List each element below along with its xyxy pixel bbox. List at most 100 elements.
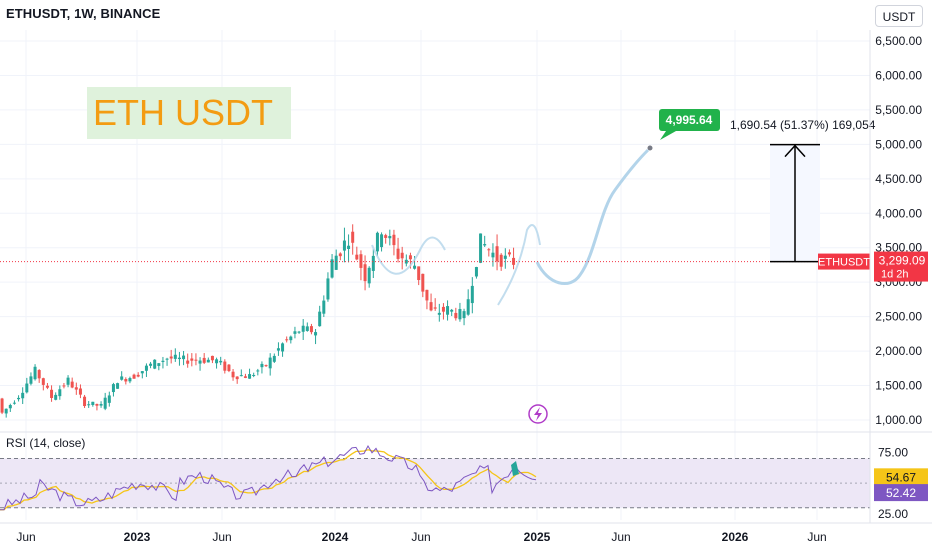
candle-body [491,252,495,258]
projection-path [535,148,650,285]
candle-body [446,306,450,315]
candle-body [408,255,412,260]
candle-body [256,370,260,372]
currency-button[interactable]: USDT [875,5,923,27]
candle-body [495,246,499,262]
candle-body [41,378,45,385]
projection-endpoint [647,145,653,151]
price-tag-value: 3,299.09 [879,254,926,268]
candle-body [487,249,491,251]
candle-body [239,375,243,377]
candle-body [116,383,120,389]
symbol-tag-label: ETHUSDT [818,257,870,269]
candle-body [248,374,252,379]
candle-body [62,385,66,387]
candle-body [433,307,437,309]
candle-body [281,343,285,352]
candle-body [198,360,202,364]
candle-body [388,236,392,239]
pattern-arc-left [371,236,446,275]
candle-body [326,278,330,300]
candle-body [227,364,231,372]
candle-body [458,309,462,320]
candle-body [12,402,16,404]
candle-body [297,331,301,333]
rsi-tick-label: 25.00 [878,507,908,521]
y-tick-label: 5,000.00 [875,137,922,151]
candle-body [437,312,441,315]
y-tick-label: 6,000.00 [875,68,922,82]
x-tick-label: 2023 [124,530,151,544]
x-tick-label: 2026 [722,530,749,544]
candle-body [95,403,99,406]
candle-body [157,363,161,366]
candle-body [355,254,359,260]
candle-body [74,387,78,390]
candle-body [483,244,487,246]
candle-body [54,394,58,400]
candle-body [182,355,186,360]
rsi-highlight-mark [511,461,519,476]
candle-body [342,240,346,251]
candle-body [66,377,70,385]
rsi-tick-label: 75.00 [878,445,908,459]
pattern-arc-right [497,224,541,306]
candle-body [124,379,128,382]
y-tick-label: 2,000.00 [875,344,922,358]
candle-body [363,264,367,282]
candle-body [396,248,400,259]
candle-body [0,398,4,413]
candle-body [120,376,124,380]
rsi-value-tag [874,468,928,486]
candle-body [462,311,466,319]
candle-body [33,366,37,380]
candle-body [268,357,272,369]
symbol-tag-box [818,253,870,270]
candle-body [318,311,322,327]
candle-body [177,357,181,360]
candle-body [479,233,483,263]
candle-body [70,381,74,388]
annotation-box [87,87,291,139]
candle-body [87,404,91,406]
candle-body [252,374,256,376]
candle-body [91,401,95,406]
candle-body [351,231,355,243]
candle-body [107,395,111,403]
candle-body [293,331,297,334]
y-tick-label: 5,500.00 [875,103,922,117]
candle-body [309,326,313,333]
measure-arrow-head [784,144,806,158]
candle-body [276,348,280,351]
candle-body [144,365,148,371]
candle-body [153,359,157,369]
candle-body [99,404,103,406]
annotation-text: ETH USDT [93,92,273,133]
candle-body [413,265,417,269]
candle-body [417,266,421,281]
x-tick-label: Jun [807,530,826,544]
candle-body [215,359,219,364]
candle-body [58,389,62,397]
candle-body [50,389,54,398]
y-tick-label: 1,000.00 [875,413,922,427]
candle-body [507,252,511,255]
candle-body [128,378,132,382]
candle-body [330,259,334,278]
rsi-ma-tag [874,484,928,502]
y-tick-label: 4,000.00 [875,206,922,220]
candle-body [359,254,363,268]
y-tick-label: 2,500.00 [875,310,922,324]
candle-body [111,384,115,393]
candle-body [429,302,433,311]
candle-body [219,360,223,363]
candle-body [499,254,503,267]
candle-body [338,253,342,257]
candle-body [29,376,33,384]
candle-body [466,299,470,315]
candle-body [441,306,445,312]
x-tick-label: 2025 [524,530,551,544]
symbol-title: ETHUSDT, 1W, BINANCE [6,6,161,21]
